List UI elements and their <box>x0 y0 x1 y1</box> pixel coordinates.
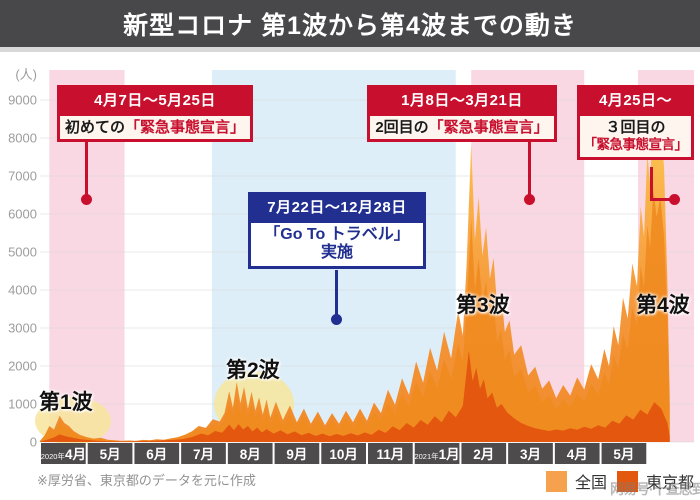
declaration-2-dot <box>524 194 535 205</box>
month-box-11 <box>508 443 553 464</box>
declaration-2-connector <box>528 139 531 197</box>
declaration-3-dot <box>669 194 680 205</box>
month-label: 10月 <box>329 447 358 462</box>
series-national-inner <box>40 189 670 442</box>
month-box-4 <box>181 443 226 464</box>
month-box-3 <box>134 443 180 464</box>
declaration-3-period: 4月25日〜 <box>577 85 694 113</box>
y-tick-7000: 7000 <box>8 169 37 184</box>
month-box-6 <box>274 443 320 464</box>
wave-3-label: 第3波 <box>456 294 510 317</box>
declaration-1-dot <box>81 194 92 205</box>
month-label: 8月 <box>240 447 261 462</box>
legend: 全国 東京都 <box>546 469 694 493</box>
y-tick-8000: 8000 <box>8 131 37 146</box>
source-footnote: ※厚労省、東京都のデータを元に作成 <box>37 473 256 488</box>
legend-item-tokyo: 東京都 <box>617 469 694 493</box>
y-tick-5000: 5000 <box>8 245 37 260</box>
y-tick-0: 0 <box>30 435 37 450</box>
legend-item-national: 全国 <box>546 469 607 493</box>
declaration-2-period: 1月8日〜3月21日 <box>367 85 557 113</box>
callout-declaration-2: 1月8日〜3月21日 2回目の「緊急事態宣言」 <box>367 85 557 143</box>
month-box-13 <box>601 443 647 464</box>
month-box-10 <box>461 443 507 464</box>
month-box-2 <box>87 443 133 464</box>
y-tick-4000: 4000 <box>8 283 37 298</box>
series-tokyo <box>40 350 670 442</box>
month-label: 9月 <box>286 447 307 462</box>
declaration-3-connector-v <box>650 167 653 201</box>
goto-text: 「Go To トラベル」 実施 <box>248 220 426 269</box>
goto-dot <box>331 314 342 325</box>
goto-connector <box>335 270 338 316</box>
y-axis-unit: (人) <box>15 67 37 82</box>
month-box-1 <box>41 443 86 464</box>
legend-national-label: 全国 <box>575 475 608 492</box>
declaration-3-connector-h <box>650 198 674 201</box>
series-national <box>40 105 670 442</box>
goto-period: 7月22日〜12月28日 <box>248 192 426 220</box>
page-title: 新型コロナ 第1波から第4波までの動き <box>123 11 577 40</box>
month-label: 5月 <box>100 447 121 462</box>
wave-4-label: 第4波 <box>636 294 690 317</box>
y-tick-9000: 9000 <box>8 93 37 108</box>
y-tick-2000: 2000 <box>8 359 37 374</box>
declaration-3-text: ３回目の 「緊急事態宣言」 <box>577 113 694 160</box>
month-label: 11月 <box>376 447 404 462</box>
month-box-12 <box>554 443 600 464</box>
callout-declaration-3: 4月25日〜 ３回目の 「緊急事態宣言」 <box>577 85 694 160</box>
month-label: 3月 <box>520 447 541 462</box>
y-tick-3000: 3000 <box>8 321 37 336</box>
wave-1-label: 第1波 <box>39 391 93 414</box>
y-tick-6000: 6000 <box>8 207 37 222</box>
month-box-7 <box>321 443 366 464</box>
month-box-5 <box>227 443 273 464</box>
legend-tokyo-swatch <box>617 470 639 492</box>
month-label: 7月 <box>193 447 214 462</box>
legend-national-swatch <box>546 470 567 492</box>
month-label: 4月 <box>567 447 588 462</box>
month-label: 2021年1月 <box>414 447 459 462</box>
month-label: 6月 <box>146 447 167 462</box>
watermark: 网易号·十查思到 <box>610 481 700 497</box>
month-label: 5月 <box>613 447 634 462</box>
month-box-9 <box>414 443 460 464</box>
month-label: 2020年4月 <box>41 447 86 462</box>
month-box-8 <box>368 443 413 464</box>
declaration-1-text: 初めての「緊急事態宣言」 <box>57 113 253 143</box>
declaration-2-text: 2回目の「緊急事態宣言」 <box>367 113 557 143</box>
declaration-1-connector <box>85 139 88 197</box>
declaration-1-period: 4月7日〜5月25日 <box>57 85 253 113</box>
month-label: 2月 <box>473 447 494 462</box>
callout-goto-travel: 7月22日〜12月28日 「Go To トラベル」 実施 <box>248 192 426 269</box>
legend-tokyo-label: 東京都 <box>646 475 695 492</box>
callout-declaration-1: 4月7日〜5月25日 初めての「緊急事態宣言」 <box>57 85 253 143</box>
y-tick-1000: 1000 <box>8 397 37 412</box>
wave-2-label: 第2波 <box>226 359 280 382</box>
title-bar: 新型コロナ 第1波から第4波までの動き <box>0 0 700 52</box>
